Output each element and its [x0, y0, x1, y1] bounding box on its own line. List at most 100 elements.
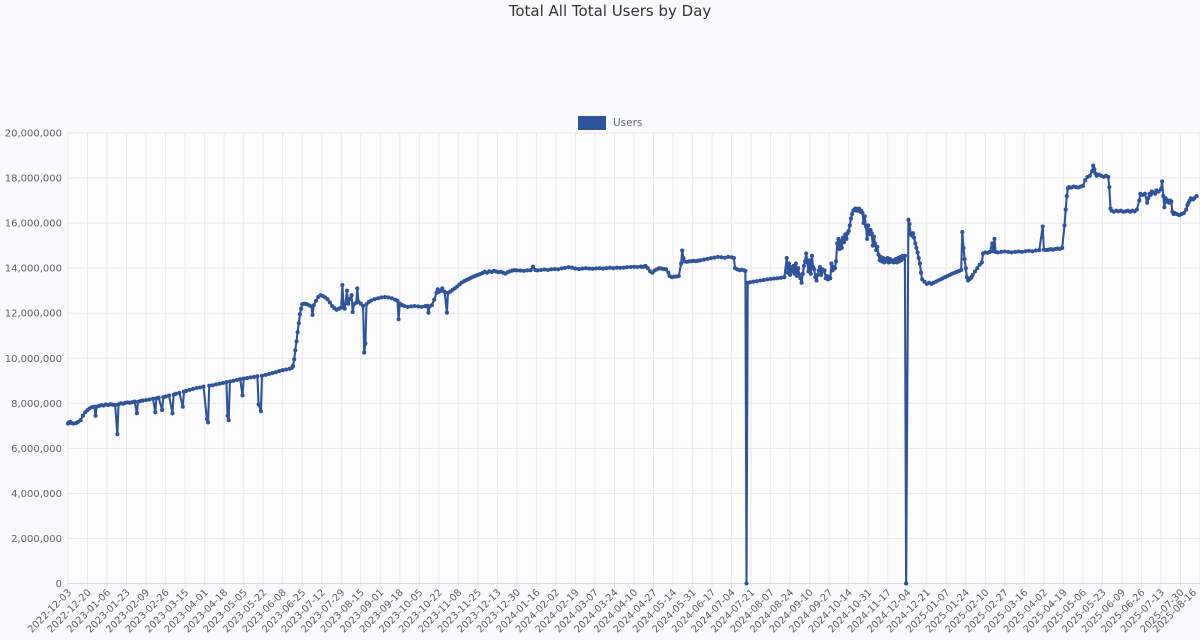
data-point-marker: [310, 312, 315, 318]
data-point-marker: [580, 266, 585, 271]
data-point-marker: [210, 383, 215, 388]
data-point-marker: [1080, 183, 1085, 188]
data-point-marker: [590, 266, 595, 271]
data-point-marker: [1134, 207, 1139, 212]
data-point-marker: [832, 266, 837, 271]
data-point-marker: [839, 245, 844, 250]
data-point-marker: [566, 265, 571, 270]
data-point-marker: [835, 241, 840, 246]
y-tick-label: 16,000,000: [5, 219, 62, 230]
data-point-marker: [277, 369, 282, 374]
data-point-marker: [822, 268, 827, 273]
data-point-marker: [153, 410, 158, 415]
data-point-marker: [869, 231, 874, 236]
data-point-marker: [611, 266, 616, 271]
data-point-marker: [251, 374, 257, 379]
data-point-marker: [583, 266, 588, 271]
data-point-marker: [379, 295, 384, 300]
data-point-marker: [297, 312, 302, 317]
data-point-marker: [1083, 178, 1088, 183]
data-point-marker: [259, 373, 265, 378]
data-point-marker: [761, 278, 766, 283]
data-point-marker: [838, 239, 843, 244]
data-point-marker: [1009, 250, 1014, 255]
data-point-marker: [409, 304, 414, 309]
data-point-marker: [355, 286, 360, 291]
y-tick-label: 20,000,000: [5, 129, 62, 140]
data-point-marker: [1087, 173, 1092, 178]
data-point-marker: [150, 396, 156, 401]
data-point-marker: [1091, 163, 1096, 168]
data-point-marker: [375, 296, 381, 301]
data-point-marker: [847, 223, 852, 228]
data-point-marker: [1040, 224, 1045, 229]
data-point-marker: [402, 303, 407, 309]
data-point-marker: [311, 303, 316, 308]
data-point-marker: [525, 268, 530, 273]
data-point-marker: [163, 394, 168, 399]
data-point-marker: [140, 398, 145, 403]
y-tick-label: 4,000,000: [11, 489, 62, 500]
data-point-marker: [170, 411, 175, 416]
data-point-marker: [429, 303, 434, 308]
data-point-marker: [816, 268, 821, 273]
data-point-marker: [204, 417, 209, 422]
data-point-marker: [1023, 249, 1028, 254]
data-point-marker: [240, 393, 245, 398]
data-point-marker: [241, 376, 246, 381]
data-point-marker: [772, 276, 777, 281]
data-point-marker: [342, 306, 347, 311]
data-point-marker: [1160, 179, 1165, 184]
data-point-marker: [416, 304, 421, 309]
data-point-marker: [115, 432, 120, 437]
data-point-marker: [573, 266, 578, 271]
data-point-marker: [234, 377, 239, 382]
legend-item-users[interactable]: Users: [578, 116, 642, 130]
data-point-marker: [874, 248, 879, 253]
data-point-marker: [862, 214, 867, 219]
data-point-marker: [698, 258, 703, 263]
data-point-marker: [995, 250, 1000, 255]
data-point-marker: [405, 304, 410, 309]
data-point-marker: [348, 296, 353, 301]
data-point-marker: [871, 234, 876, 239]
data-point-marker: [801, 263, 806, 268]
data-point-marker: [705, 256, 710, 261]
data-point-marker: [1106, 174, 1111, 179]
data-point-marker: [747, 280, 753, 285]
data-point-marker: [194, 385, 199, 391]
data-point-marker: [715, 254, 720, 259]
data-point-marker: [778, 275, 784, 280]
data-point-marker: [372, 297, 377, 302]
data-point-marker: [1002, 249, 1007, 254]
data-point-marker: [542, 267, 547, 272]
y-tick-label: 0: [56, 579, 62, 590]
data-point-marker: [782, 275, 787, 280]
data-point-marker: [775, 276, 780, 281]
data-point-marker: [545, 267, 550, 273]
data-point-marker: [80, 413, 85, 418]
data-point-marker: [224, 380, 229, 385]
data-point-marker: [1181, 210, 1186, 216]
data-point-marker: [815, 272, 820, 277]
data-point-marker: [187, 387, 192, 392]
data-point-marker: [1033, 248, 1038, 253]
data-point-marker: [635, 264, 640, 270]
data-point-marker: [349, 293, 354, 298]
data-point-marker: [207, 383, 212, 388]
legend-label: Users: [613, 117, 643, 129]
data-point-marker: [266, 371, 271, 377]
data-point-marker: [990, 241, 995, 246]
data-point-marker: [828, 276, 833, 281]
data-point-marker: [180, 404, 185, 409]
data-point-marker: [804, 251, 809, 256]
data-point-marker: [346, 301, 351, 306]
data-point-marker: [290, 364, 296, 369]
data-point-marker: [220, 380, 226, 386]
data-point-marker: [225, 413, 230, 418]
data-point-marker: [156, 395, 161, 400]
data-point-marker: [284, 367, 289, 372]
data-point-marker: [293, 348, 298, 353]
data-point-marker: [915, 250, 920, 255]
data-point-marker: [1062, 223, 1067, 228]
